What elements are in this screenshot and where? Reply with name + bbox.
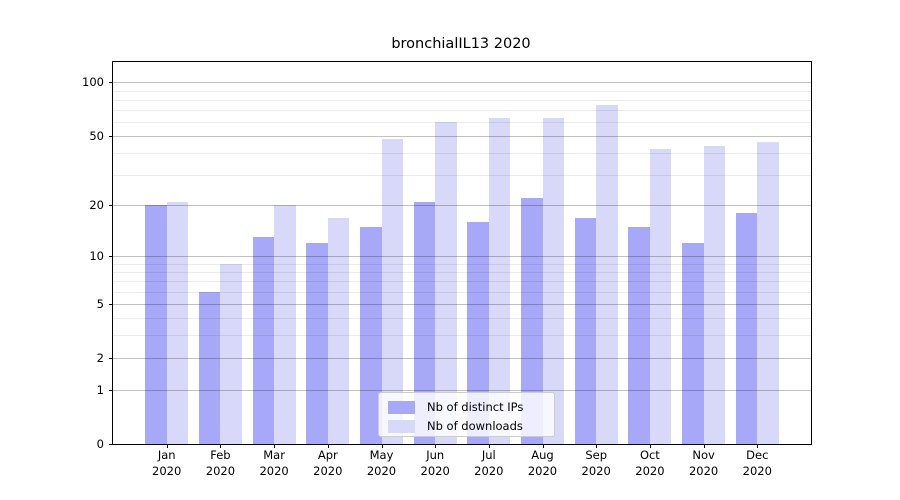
bar-downloads-sep: [596, 104, 618, 444]
x-tick-mark: [703, 444, 705, 448]
bar-distinct-ips-mar: [252, 237, 275, 444]
x-tick-label-apr: Apr 2020: [313, 448, 343, 478]
bar-downloads-feb: [220, 263, 242, 444]
gridline-minor: [113, 291, 811, 293]
y-tick-label: 2: [96, 350, 104, 365]
gridline-minor: [113, 271, 811, 273]
gridline-minor: [113, 90, 811, 92]
gridline-minor: [113, 99, 811, 101]
x-tick-label-aug: Aug 2020: [527, 448, 558, 478]
gridline-major: [113, 389, 811, 391]
gridline-minor: [113, 317, 811, 319]
x-tick-label-feb: Feb 2020: [205, 448, 236, 478]
x-tick-label-jul: Jul 2020: [474, 448, 504, 478]
gridline-minor: [113, 335, 811, 337]
x-tick-mark: [542, 444, 544, 448]
x-tick-label-may: May 2020: [366, 448, 397, 478]
x-tick-mark: [596, 444, 598, 448]
bars-layer: [113, 62, 811, 444]
bar-distinct-ips-oct: [628, 226, 650, 444]
gridline-minor: [113, 281, 811, 283]
y-tick-label: 50: [89, 128, 104, 143]
y-tick-mark: [109, 389, 113, 391]
y-tick-mark: [109, 82, 113, 84]
y-tick-mark: [109, 135, 113, 137]
y-tick-mark: [109, 303, 113, 305]
x-tick-mark: [488, 444, 490, 448]
grid-layer: [113, 62, 811, 444]
legend-label-downloads: Nb of downloads: [427, 419, 523, 433]
x-tick-mark: [220, 444, 222, 448]
x-tick-mark: [757, 444, 759, 448]
gridline-minor: [113, 110, 811, 111]
bar-downloads-jan: [166, 201, 189, 444]
legend-item-downloads: Nb of downloads: [388, 417, 546, 435]
y-tick-mark: [109, 205, 113, 207]
x-tick-mark: [274, 444, 276, 448]
x-tick-mark: [327, 444, 329, 448]
y-tick-label: 1: [96, 382, 104, 397]
y-tick-mark: [109, 256, 113, 258]
y-tick-label: 100: [82, 75, 104, 90]
gridline-major: [113, 205, 811, 207]
x-tick-label-jan: Jan 2020: [152, 448, 182, 478]
bar-distinct-ips-jan: [145, 205, 167, 444]
bar-downloads-nov: [703, 145, 726, 444]
x-tick-label-dec: Dec 2020: [742, 448, 772, 478]
y-tick-label: 20: [89, 198, 104, 213]
bar-distinct-ips-nov: [682, 243, 704, 444]
bar-downloads-mar: [274, 205, 296, 444]
x-tick-label-jun: Jun 2020: [420, 448, 450, 478]
chart-title: bronchialIL13 2020: [391, 36, 531, 52]
y-tick-mark: [109, 444, 113, 445]
bar-distinct-ips-sep: [574, 217, 597, 444]
x-tick-mark: [166, 444, 168, 448]
bar-downloads-oct: [649, 149, 672, 444]
y-tick-label: 0: [96, 437, 104, 451]
bar-downloads-apr: [327, 217, 350, 444]
y-tick-label: 10: [89, 249, 104, 264]
bar-distinct-ips-apr: [306, 243, 328, 444]
gridline-major: [113, 256, 811, 258]
x-tick-mark: [649, 444, 651, 448]
bar-distinct-ips-feb: [198, 291, 221, 444]
gridline-minor: [113, 263, 811, 265]
y-tick-mark: [109, 357, 113, 359]
plot-area: Nb of distinct IPs Nb of downloads: [112, 61, 812, 445]
x-tick-label-mar: Mar 2020: [259, 448, 289, 478]
x-tick-label-oct: Oct 2020: [635, 448, 665, 478]
legend: Nb of distinct IPs Nb of downloads: [378, 392, 555, 437]
legend-item-distinct-ips: Nb of distinct IPs: [388, 398, 546, 416]
gridline-major: [113, 303, 811, 305]
x-tick-label-sep: Sep 2020: [581, 448, 611, 478]
gridline-major: [113, 82, 811, 84]
legend-swatch-distinct-ips: [388, 400, 415, 414]
x-tick-label-nov: Nov 2020: [688, 448, 719, 478]
bar-downloads-dec: [757, 142, 779, 444]
bar-distinct-ips-dec: [735, 213, 758, 444]
gridline-minor: [113, 153, 811, 154]
gridline-major: [113, 135, 811, 137]
legend-swatch-downloads: [388, 419, 415, 433]
legend-label-distinct-ips: Nb of distinct IPs: [427, 400, 524, 414]
y-tick-label: 5: [96, 296, 104, 311]
gridline-major: [113, 357, 811, 359]
x-tick-mark: [381, 444, 383, 448]
gridline-minor: [113, 174, 811, 176]
gridline-minor: [113, 121, 811, 123]
x-tick-mark: [435, 444, 437, 448]
